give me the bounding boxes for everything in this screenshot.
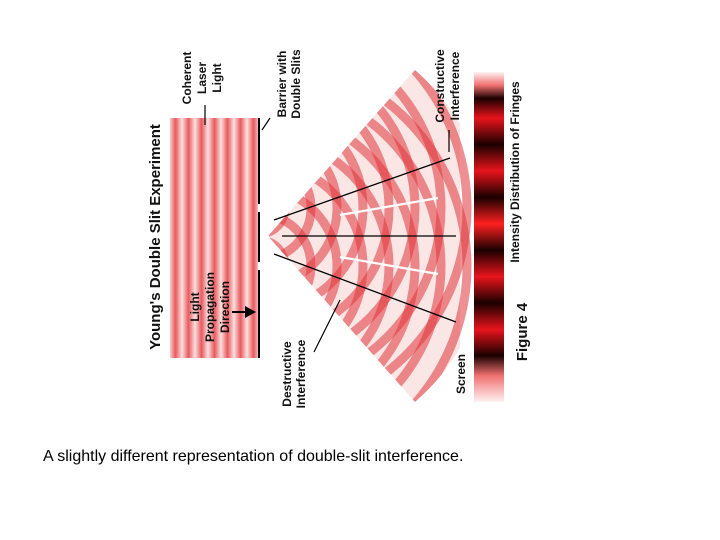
- wave-crest: [319, 90, 446, 402]
- intensity-label: Intensity Distribution of Fringes: [508, 81, 522, 263]
- destructive-lines: [339, 196, 439, 276]
- wave-crest: [328, 70, 472, 402]
- svg-text:Interference: Interference: [294, 339, 308, 408]
- interference-lines: [273, 157, 457, 323]
- fringe-intensity-strip: [474, 72, 504, 402]
- propagation-label: Light Propagation Direction: [188, 272, 232, 342]
- svg-text:Double Slits: Double Slits: [289, 49, 303, 119]
- diagram-title: Young's Double Slit Experiment: [147, 124, 164, 350]
- coherent-label: Coherent Laser Light: [180, 52, 224, 105]
- destructive-pointer: [313, 299, 341, 353]
- svg-text:Coherent: Coherent: [180, 52, 194, 105]
- svg-text:Light: Light: [210, 63, 224, 92]
- svg-text:Laser: Laser: [195, 62, 209, 94]
- caption: A slightly different representation of d…: [43, 448, 464, 465]
- svg-text:Barrier with: Barrier with: [275, 51, 289, 118]
- figure-label: Figure 4: [514, 302, 531, 361]
- wave-crest: [268, 179, 290, 237]
- plane-waves: [170, 118, 258, 358]
- svg-text:Destructive: Destructive: [280, 341, 294, 407]
- svg-text:Interference: Interference: [448, 51, 462, 120]
- barrier-pointer: [261, 117, 271, 131]
- destructive-label: Destructive Interference: [280, 339, 308, 408]
- wave-crest: [268, 237, 290, 295]
- svg-text:Constructive: Constructive: [433, 49, 447, 123]
- barrier-label: Barrier with Double Slits: [275, 49, 303, 119]
- wave-crest: [328, 70, 472, 402]
- svg-text:Direction: Direction: [218, 281, 232, 333]
- constructive-label: Constructive Interference: [433, 49, 462, 123]
- propagation-arrow: [232, 306, 256, 318]
- screen-label: Screen: [454, 354, 468, 394]
- svg-text:Light: Light: [188, 292, 202, 321]
- svg-text:Propagation: Propagation: [203, 272, 217, 342]
